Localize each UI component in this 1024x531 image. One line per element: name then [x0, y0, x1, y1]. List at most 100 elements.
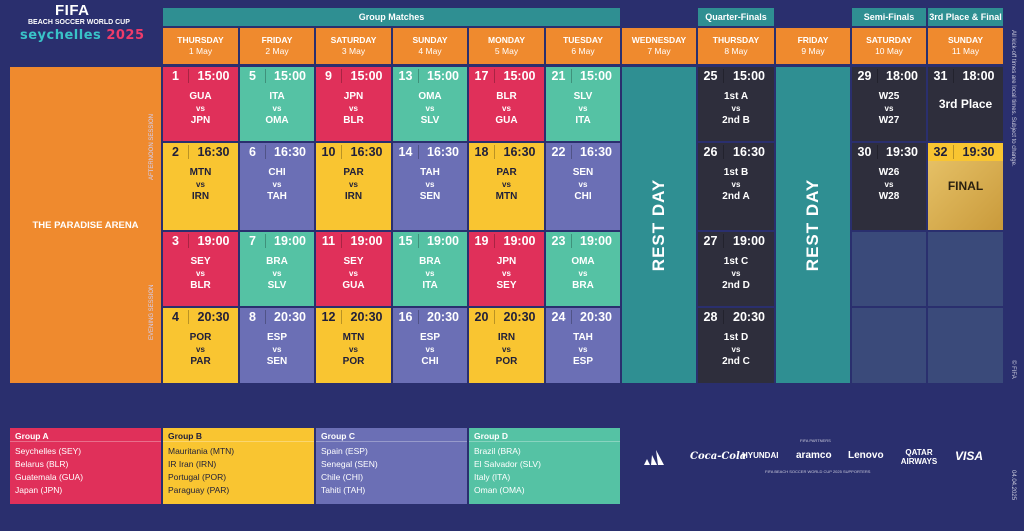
match-header: 16 20:30: [393, 308, 467, 326]
kickoff-time: 16:30: [427, 145, 459, 159]
match-header: 20 20:30: [469, 308, 544, 326]
team-b: W28: [878, 191, 900, 202]
team-b: POR: [342, 356, 365, 367]
group-team: Guatemala (GUA): [15, 472, 84, 482]
group-team: Italy (ITA): [474, 472, 511, 482]
group-team: Chile (CHI): [321, 472, 364, 482]
match-teams: 1st D vs 2nd C: [698, 326, 774, 368]
match-header: 25 15:00: [698, 67, 774, 85]
match-header: 8 20:30: [240, 308, 314, 326]
match-number: 21: [546, 69, 572, 83]
empty-slot: [928, 308, 1003, 383]
match-teams: BLR vs GUA: [469, 85, 544, 127]
group-team: Spain (ESP): [321, 446, 368, 456]
day-name: SUNDAY: [947, 35, 984, 45]
team-a: 1st A: [723, 91, 749, 102]
match-header: 10 16:30: [316, 143, 391, 161]
team-a: SEN: [572, 167, 594, 178]
group-box: Group B Mauritania (MTN) IR Iran (IRN) Port…: [163, 428, 314, 504]
sponsor-qatar-airways: QATAR AIRWAYS: [900, 448, 938, 466]
match-header: 4 20:30: [163, 308, 238, 326]
match-cell: 30 19:30 W26 vs W28: [852, 143, 926, 230]
day-date: 1 May: [188, 46, 213, 56]
match-teams: JPN vs BLR: [316, 85, 391, 127]
match-cell: 4 20:30 POR vs PAR: [163, 308, 238, 383]
match-header: 30 19:30: [852, 143, 926, 161]
team-b: PAR: [190, 356, 211, 367]
team-a: TAH: [573, 332, 593, 343]
sponsor-aramco: aramco: [796, 450, 832, 461]
team-b: CHI: [574, 191, 592, 202]
match-header: 14 16:30: [393, 143, 467, 161]
copyright: © FIFA: [1010, 360, 1016, 379]
day-header: SATURDAY 3 May: [316, 28, 391, 64]
match-cell: 15 19:00 BRA vs ITA: [393, 232, 467, 306]
match-number: 20: [469, 310, 495, 324]
kickoff-time: 19:00: [427, 234, 459, 248]
match-teams: 1st C vs 2nd D: [698, 250, 774, 292]
group-team: Belarus (BLR): [15, 459, 69, 469]
venue-label: THE PARADISE ARENA: [10, 67, 161, 383]
match-number: 32: [928, 145, 954, 159]
vs-label: vs: [731, 104, 741, 113]
match-teams: W25 vs W27: [852, 85, 926, 127]
vs-label: vs: [502, 104, 511, 113]
match-number: 22: [546, 145, 572, 159]
vs-label: vs: [425, 180, 435, 189]
adidas-logo-icon: [642, 447, 668, 467]
team-a: ESP: [419, 332, 440, 343]
match-teams: SLV vs ITA: [546, 85, 620, 127]
team-b: ITA: [422, 280, 438, 291]
team-b: SEY: [496, 280, 517, 291]
kickoff-time: 19:00: [503, 234, 536, 248]
match-teams: OMA vs SLV: [393, 85, 467, 127]
match-number: 16: [393, 310, 419, 324]
match-cell: 28 20:30 1st D vs 2nd C: [698, 308, 774, 383]
kickoff-time: 19:30: [886, 145, 918, 159]
team-b: BLR: [343, 115, 364, 126]
match-teams: TAH vs SEN: [393, 161, 467, 203]
match-teams: MTN vs POR: [316, 326, 391, 368]
vs-label: vs: [425, 269, 435, 278]
team-b: GUA: [342, 280, 365, 291]
team-b: BLR: [190, 280, 211, 291]
match-header: 28 20:30: [698, 308, 774, 326]
kickoff-time: 15:00: [197, 69, 230, 83]
day-date: 4 May: [418, 46, 442, 56]
team-b: BRA: [572, 280, 594, 291]
match-teams: OMA vs BRA: [546, 250, 620, 292]
team-a: 1st B: [723, 167, 749, 178]
match-teams: BRA vs SLV: [240, 250, 314, 292]
match-number: 4: [163, 310, 189, 324]
kickoff-time: 15:00: [274, 69, 306, 83]
header-semi-finals: Semi-Finals: [852, 8, 926, 26]
empty-slot: [852, 308, 926, 383]
match-cell: 13 15:00 OMA vs SLV: [393, 67, 467, 141]
vs-label: vs: [425, 345, 435, 354]
match-teams: TAH vs ESP: [546, 326, 620, 368]
kickoff-time: 15:00: [580, 69, 612, 83]
match-cell: 21 15:00 SLV vs ITA: [546, 67, 620, 141]
vs-label: vs: [578, 269, 588, 278]
vs-label: vs: [349, 269, 358, 278]
kickoff-time: 20:30: [350, 310, 383, 324]
match-number: 1: [163, 69, 189, 83]
vs-label: vs: [196, 104, 205, 113]
day-header: SATURDAY 10 May: [852, 28, 926, 64]
team-b: 2nd A: [722, 191, 750, 202]
match-header: 22 16:30: [546, 143, 620, 161]
vs-label: vs: [502, 345, 511, 354]
match-teams: W26 vs W28: [852, 161, 926, 203]
kickoff-time: 16:30: [503, 145, 536, 159]
team-b: 2nd D: [722, 280, 750, 291]
match-number: 12: [316, 310, 342, 324]
match-number: 17: [469, 69, 495, 83]
group-team: Brazil (BRA): [474, 446, 521, 456]
kickoff-time: 16:30: [733, 145, 765, 159]
kickoff-time: 18:00: [886, 69, 918, 83]
match-cell: 19 19:00 JPN vs SEY: [469, 232, 544, 306]
third-place-match: 31 18:00 3rd Place: [928, 67, 1003, 141]
match-header: 3 19:00: [163, 232, 238, 250]
kickoff-time: 15:00: [503, 69, 536, 83]
match-cell: 23 19:00 OMA vs BRA: [546, 232, 620, 306]
